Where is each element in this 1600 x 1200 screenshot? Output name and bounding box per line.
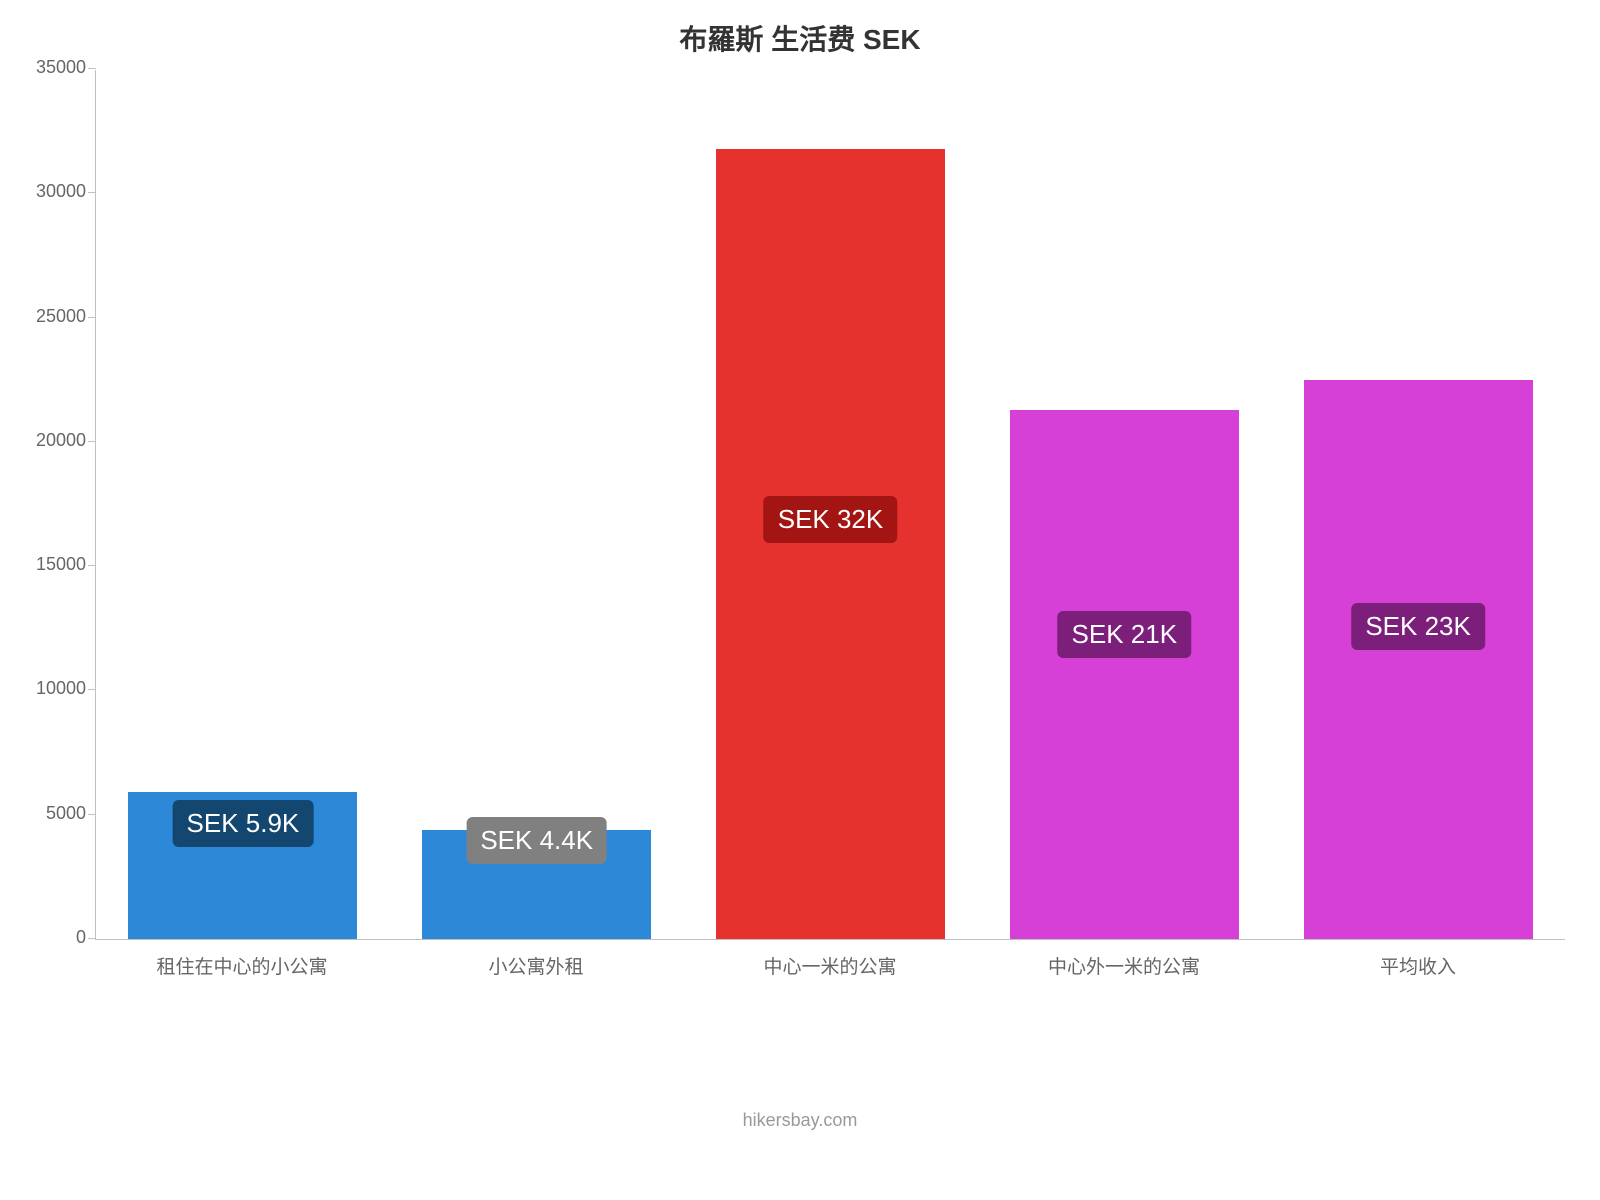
y-tick-mark (88, 565, 96, 566)
y-tick-label: 20000 (16, 430, 86, 451)
y-tick-mark (88, 689, 96, 690)
y-tick-label: 25000 (16, 306, 86, 327)
bar-value-badge: SEK 21K (1058, 611, 1192, 658)
bar-slot: SEK 5.9K (96, 70, 390, 939)
bar-slot: SEK 4.4K (390, 70, 684, 939)
bars-layer: SEK 5.9K SEK 4.4K SEK 32K SEK 21K SEK 23K (96, 70, 1565, 939)
y-tick-mark (88, 441, 96, 442)
x-axis-label: 租住在中心的小公寓 (95, 952, 389, 979)
bar: SEK 5.9K (128, 792, 357, 939)
bar-slot: SEK 32K (684, 70, 978, 939)
bar: SEK 23K (1304, 380, 1533, 939)
bar-value-badge: SEK 23K (1351, 603, 1485, 650)
y-tick-label: 35000 (16, 57, 86, 78)
y-tick-label: 0 (16, 927, 86, 948)
y-tick-mark (88, 814, 96, 815)
bar: SEK 4.4K (422, 830, 651, 939)
bar-slot: SEK 21K (977, 70, 1271, 939)
y-tick-mark (88, 68, 96, 69)
y-tick-label: 10000 (16, 678, 86, 699)
x-axis-labels: 租住在中心的小公寓小公寓外租中心一米的公寓中心外一米的公寓平均收入 (95, 952, 1565, 979)
y-tick-label: 15000 (16, 554, 86, 575)
bar-value-badge: SEK 4.4K (466, 817, 607, 864)
y-tick-label: 30000 (16, 181, 86, 202)
attribution-text: hikersbay.com (0, 1110, 1600, 1131)
x-axis-label: 中心一米的公寓 (683, 952, 977, 979)
bar-slot: SEK 23K (1271, 70, 1565, 939)
x-axis-label: 小公寓外租 (389, 952, 683, 979)
y-tick-mark (88, 192, 96, 193)
y-tick-label: 5000 (16, 803, 86, 824)
x-axis-label: 平均收入 (1271, 952, 1565, 979)
chart-container: 布羅斯 生活费 SEK SEK 5.9K SEK 4.4K SEK 32K SEK 2… (0, 0, 1600, 1200)
bar: SEK 21K (1010, 410, 1239, 939)
plot-area: SEK 5.9KSEK 4.4KSEK 32KSEK 21KSEK 23K 05… (95, 70, 1565, 940)
chart-title: 布羅斯 生活费 SEK (0, 18, 1600, 58)
bar-value-badge: SEK 32K (764, 496, 898, 543)
bar: SEK 32K (716, 149, 945, 939)
y-tick-mark (88, 938, 96, 939)
bar-value-badge: SEK 5.9K (173, 800, 314, 847)
y-tick-mark (88, 317, 96, 318)
x-axis-label: 中心外一米的公寓 (977, 952, 1271, 979)
